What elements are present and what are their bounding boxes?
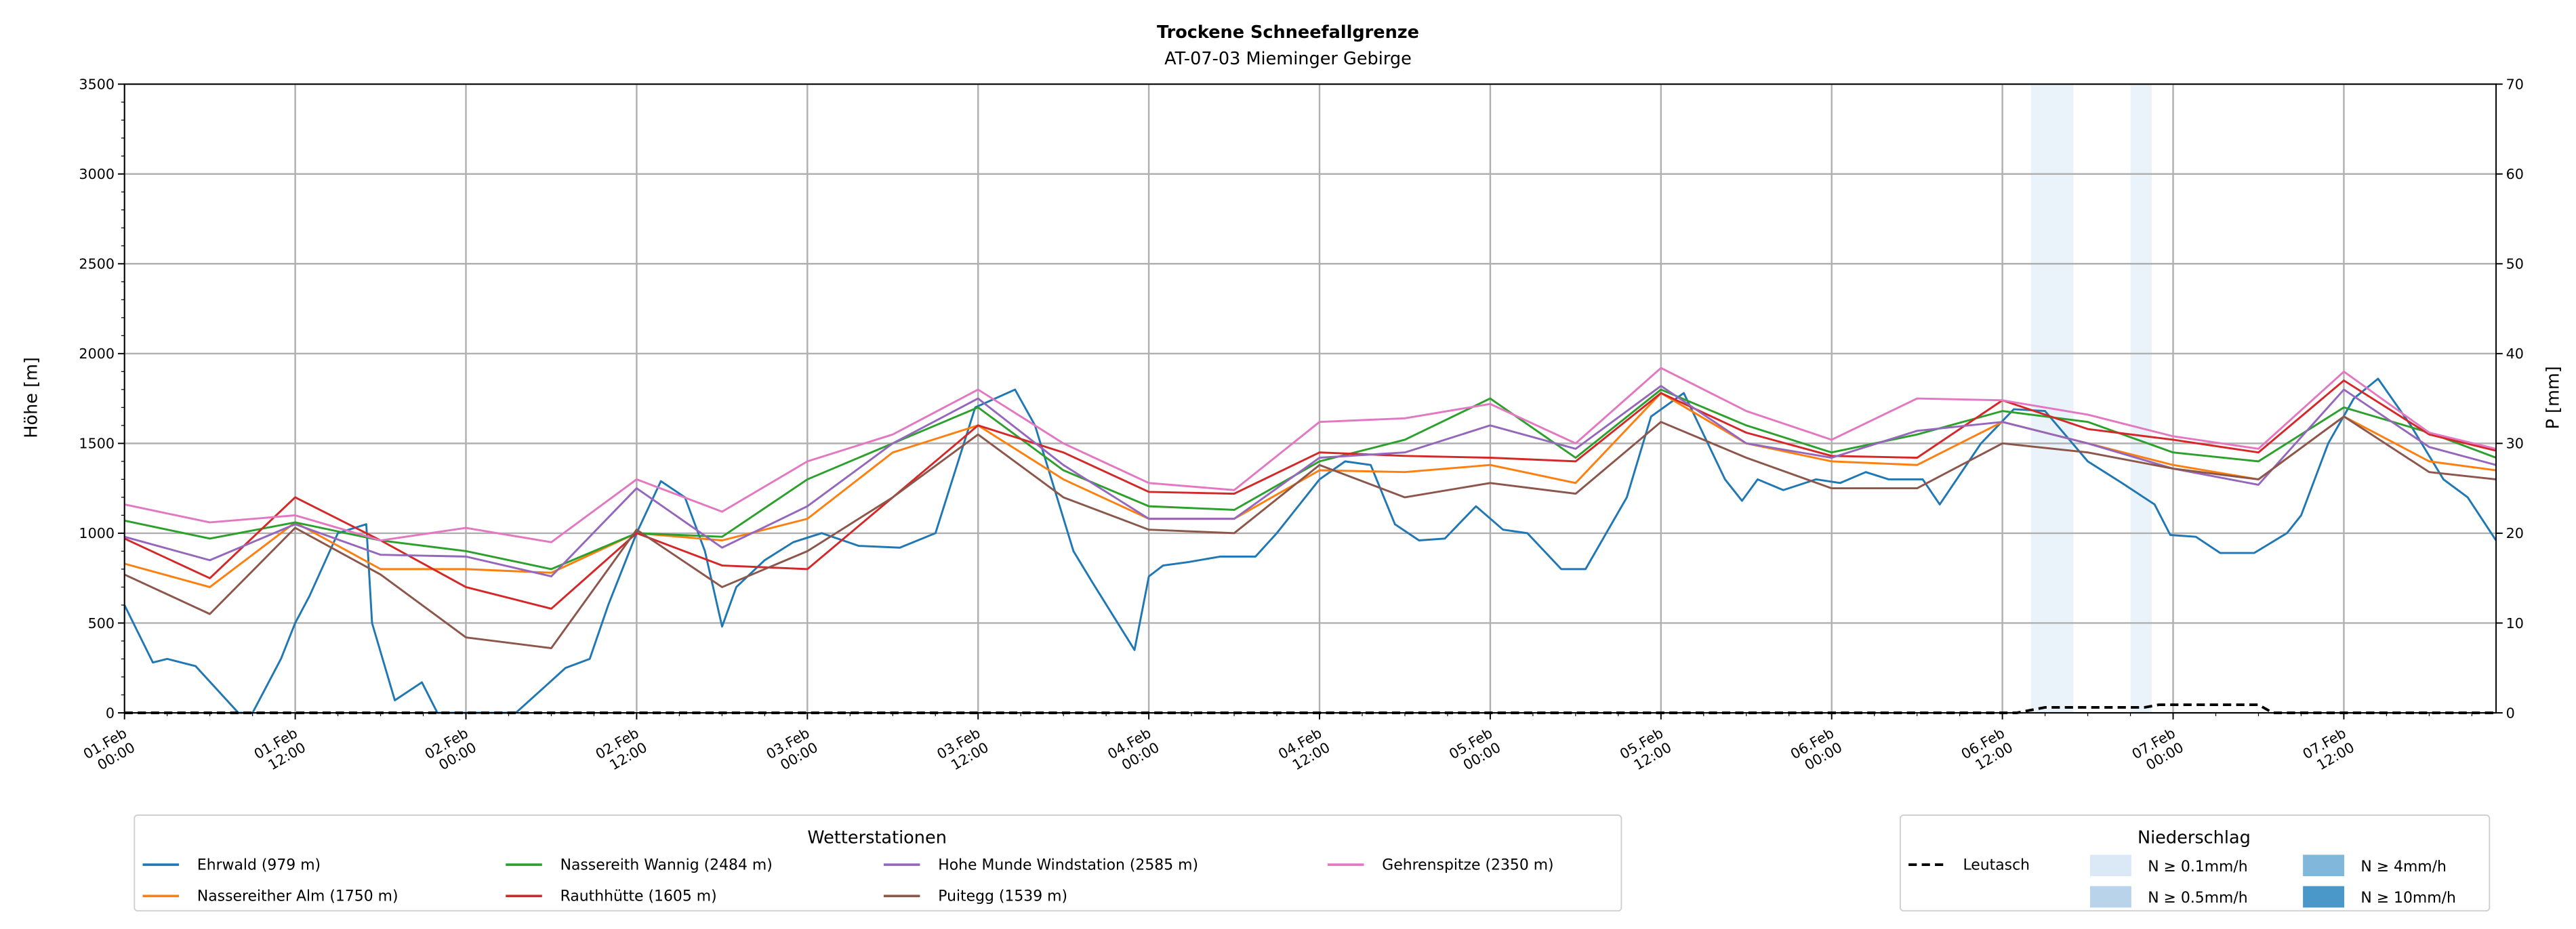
precip-class-swatch-3 [2303, 886, 2345, 908]
series-line-1 [124, 392, 2497, 588]
legend-label-1: Nassereither Alm (1750 m) [197, 888, 398, 905]
y-right-tick-label: 40 [2506, 346, 2524, 362]
y-tick-label: 3000 [79, 166, 115, 182]
precip-class-label-3: N ≥ 10mm/h [2360, 890, 2456, 907]
y-axis-right-label: P [mm] [2543, 366, 2564, 429]
precip-class-swatch-1 [2089, 886, 2131, 908]
y-right-tick-label: 20 [2506, 525, 2524, 541]
legend-label-2: Nassereith Wannig (2484 m) [560, 856, 773, 873]
precip-band [2130, 84, 2152, 713]
y-tick-label: 3500 [79, 76, 115, 92]
y-tick-label: 0 [106, 705, 115, 721]
station-legend-title: Wetterstationen [807, 827, 947, 848]
precip-legend: Niederschlag Leutasch N ≥ 0.1mm/h N ≥ 0.5… [1899, 814, 2491, 912]
legend-label-4: Hohe Munde Windstation (2585 m) [938, 856, 1198, 873]
x-tick-label: 01.Feb00:00 [81, 725, 138, 777]
precip-legend-title: Niederschlag [2138, 827, 2251, 848]
y-axis-label: Höhe [m] [22, 357, 42, 438]
series-line-6 [124, 367, 2497, 543]
y-tick-label: 2000 [79, 346, 115, 362]
precip-class-swatch-0 [2089, 854, 2131, 877]
y-tick-label: 2500 [79, 256, 115, 272]
y-tick-label: 1500 [79, 436, 115, 452]
precip-class-label-2: N ≥ 4mm/h [2360, 859, 2447, 875]
legend-label-3: Rauthhütte (1605 m) [560, 888, 717, 905]
series-line-3 [124, 379, 2497, 610]
y-right-tick-label: 70 [2506, 76, 2524, 92]
chart-subtitle: AT-07-03 Mieminger Gebirge [1164, 49, 1412, 69]
chart-title: Trockene Schneefallgrenze [1157, 22, 1419, 43]
y-tick-label: 500 [88, 615, 115, 632]
leutasch-legend-label: Leutasch [1963, 856, 2030, 873]
precip-class-label-0: N ≥ 0.1mm/h [2148, 859, 2247, 875]
y-right-tick-label: 0 [2506, 705, 2515, 721]
precip-class-swatch-2 [2303, 854, 2345, 877]
y-tick-label: 1000 [79, 525, 115, 541]
leutasch-precip-line [124, 703, 2497, 714]
legend-label-6: Gehrenspitze (2350 m) [1382, 856, 1553, 873]
legend-label-0: Ehrwald (979 m) [197, 856, 321, 873]
series-line-4 [124, 385, 2497, 578]
y-right-tick-label: 50 [2506, 256, 2524, 272]
legend-label-5: Puitegg (1539 m) [938, 888, 1067, 905]
precip-class-label-1: N ≥ 0.5mm/h [2148, 890, 2247, 907]
station-legend: Wetterstationen Ehrwald (979 m) Nassereit… [134, 814, 1622, 912]
series-line-5 [124, 415, 2497, 649]
plot-frame [123, 83, 2497, 714]
y-right-tick-label: 10 [2506, 615, 2524, 632]
precip-band [2030, 84, 2074, 713]
y-right-tick-label: 30 [2506, 436, 2524, 452]
y-right-tick-label: 60 [2506, 166, 2524, 182]
